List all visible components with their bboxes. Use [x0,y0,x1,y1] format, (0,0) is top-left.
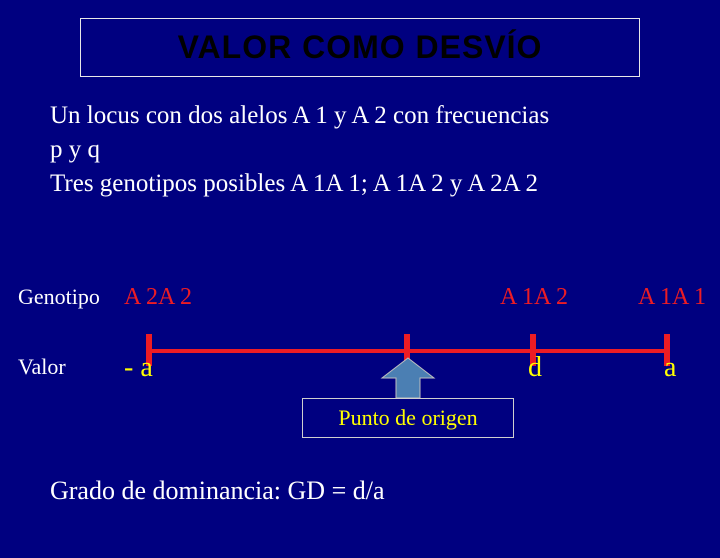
origin-label: Punto de origen [303,405,513,431]
intro-line-3: Tres genotipos posibles A 1A 1; A 1A 2 y… [50,167,690,201]
dominance-text: Grado de dominancia: GD = d/a [50,476,385,506]
origin-label-box: Punto de origen [302,398,514,438]
page-title: VALOR COMO DESVÍO [81,29,639,66]
value-a: a [664,352,676,384]
intro-text: Un locus con dos alelos A 1 y A 2 con fr… [50,99,690,200]
value-d: d [528,352,542,384]
title-box: VALOR COMO DESVÍO [80,18,640,77]
genotype-a2a2: A 2A 2 [124,284,192,311]
intro-line-1: Un locus con dos alelos A 1 y A 2 con fr… [50,99,690,133]
valor-row-label: Valor [18,354,66,380]
origin-arrow-icon [378,356,438,400]
genotype-a1a2: A 1A 2 [500,284,568,311]
genotype-row-label: Genotipo [18,284,100,310]
value-neg-a: - a [124,352,153,384]
intro-line-2: p y q [50,133,690,167]
genotype-a1a1: A 1A 1 [638,284,706,311]
